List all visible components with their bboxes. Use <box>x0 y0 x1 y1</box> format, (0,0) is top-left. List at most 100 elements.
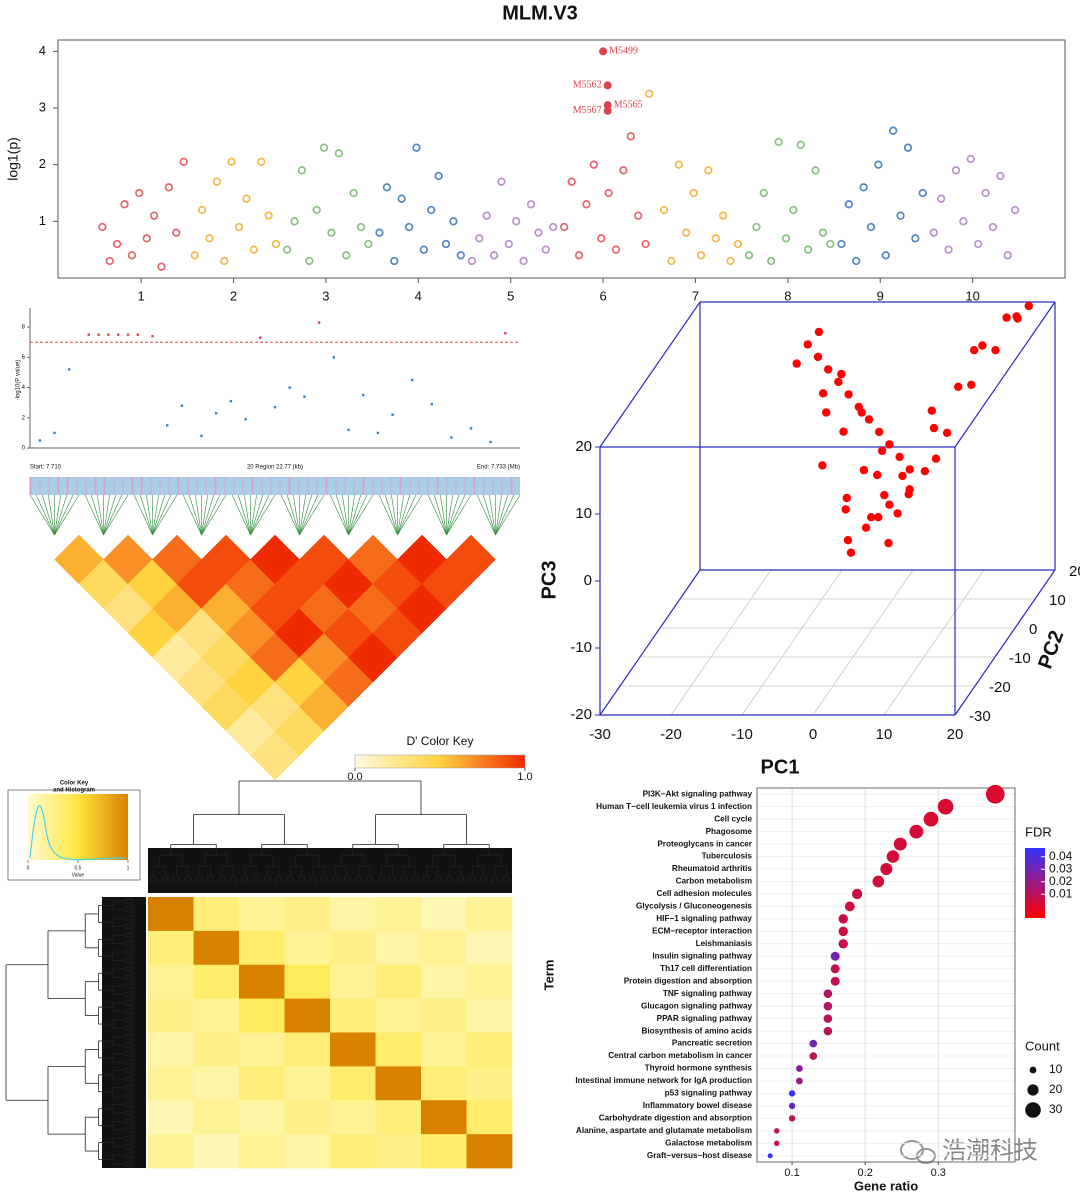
data-point <box>1002 313 1011 322</box>
data-point <box>978 341 987 350</box>
data-point <box>839 427 848 436</box>
y-tick-label: Central carbon metabolism in cancer <box>608 1051 753 1060</box>
heatmap-cell <box>375 1100 422 1135</box>
data-point <box>851 888 863 900</box>
highlight-point <box>603 106 612 115</box>
data-point <box>419 245 428 254</box>
data-point <box>826 239 835 249</box>
data-point <box>880 490 889 500</box>
data-point <box>97 333 100 336</box>
marker-link <box>329 494 349 536</box>
y-tick-label: Biosynthesis of amino acids <box>641 1026 752 1035</box>
heatmap-cell <box>466 1032 513 1067</box>
data-point <box>937 798 954 815</box>
data-point <box>327 228 336 237</box>
marker-link <box>195 494 202 536</box>
data-point <box>884 538 893 548</box>
data-point <box>303 395 306 398</box>
data-point <box>126 333 130 336</box>
y-tick-label: 4 <box>39 43 46 58</box>
y-tick-label: Thyroid hormone synthesis <box>645 1064 753 1073</box>
data-point <box>875 427 884 437</box>
y-tick-label: Inflammatory bowel disease <box>643 1101 753 1110</box>
y-tick-label: Alanine, aspartate and glutamate metabol… <box>576 1126 752 1135</box>
plot-frame <box>756 787 1016 1163</box>
data-point <box>823 989 833 998</box>
z-tick-label: 0 <box>584 572 592 589</box>
data-point <box>282 245 292 254</box>
data-point <box>641 239 650 249</box>
marker-link <box>133 494 153 536</box>
floor-grid <box>812 569 914 716</box>
highlight-point <box>603 81 612 90</box>
legend-dot <box>1029 1066 1037 1074</box>
data-point <box>220 256 229 266</box>
x-mid-label: 20 Region 22.77 (kb) <box>247 465 303 471</box>
marker-link <box>335 494 349 536</box>
marker-link <box>299 494 313 536</box>
watermark: 浩潮科技 <box>942 1137 1038 1164</box>
y-tick-label: Glucagon signaling pathway <box>641 1001 752 1010</box>
y-tick-label: TNF signaling pathway <box>663 989 753 998</box>
x-tick-label: 2 <box>230 288 237 303</box>
x-tick-label: 1 <box>138 288 145 303</box>
bar-tick-label: 0.01 <box>1049 886 1073 900</box>
heatmap-cell <box>148 897 194 932</box>
data-point <box>259 336 262 339</box>
data-point <box>229 399 233 403</box>
y-tick-label: Cell cycle <box>714 814 752 823</box>
data-point <box>332 356 335 359</box>
marker-link <box>397 494 411 536</box>
heatmap-cell <box>421 1032 467 1067</box>
data-point <box>597 234 606 243</box>
data-point <box>526 200 536 209</box>
marker-link <box>152 494 172 536</box>
data-point <box>818 461 827 470</box>
y-tick-label: Intestinal immune network for IgA produc… <box>575 1076 752 1085</box>
box-edge <box>954 301 1056 448</box>
data-point <box>180 404 184 407</box>
data-point <box>297 166 307 175</box>
data-point <box>604 188 613 198</box>
data-point <box>317 321 321 324</box>
marker-link <box>152 494 166 536</box>
marker-link <box>446 494 466 536</box>
y-tick-label: Phagosome <box>706 827 753 836</box>
annotation-label: M5565 <box>614 99 643 110</box>
data-point <box>151 334 154 338</box>
data-point <box>696 251 706 260</box>
data-point <box>68 368 71 371</box>
y-tick-label: Galactose metabolism <box>665 1138 752 1147</box>
y-tick-label: 2 <box>39 156 46 171</box>
heatmap-cell <box>284 897 331 932</box>
y-axis-label: PC2 <box>1034 628 1068 672</box>
data-point <box>704 166 713 175</box>
y-tick-label: Protein digestion and absorption <box>624 976 752 985</box>
y-tick-label: -10 <box>1009 650 1031 667</box>
data-point <box>560 222 569 232</box>
data-point <box>574 251 584 260</box>
data-point <box>334 149 344 158</box>
y-axis-label: -log10(P value) <box>16 360 22 401</box>
key-histogram <box>29 805 127 861</box>
data-point <box>981 188 990 198</box>
key-tick-label: 0 <box>27 865 30 871</box>
color-key <box>28 794 128 860</box>
marker-link <box>41 494 55 536</box>
heatmap-cell <box>284 1134 331 1169</box>
heatmap-cell <box>375 930 422 966</box>
data-point <box>838 939 848 949</box>
legend-title: FDR <box>1025 824 1052 839</box>
data-point <box>903 143 913 152</box>
marker-link <box>237 494 251 536</box>
data-point <box>896 211 905 220</box>
marker-link <box>299 494 325 536</box>
marker-link <box>244 494 251 536</box>
y-tick-label: 6 <box>22 355 26 361</box>
bar-tick-label: 0.02 <box>1049 874 1073 888</box>
annotation-label: M5562 <box>573 80 602 91</box>
x-tick-label: 0 <box>809 726 817 743</box>
box-edge <box>599 569 701 716</box>
marker-link <box>299 494 306 536</box>
